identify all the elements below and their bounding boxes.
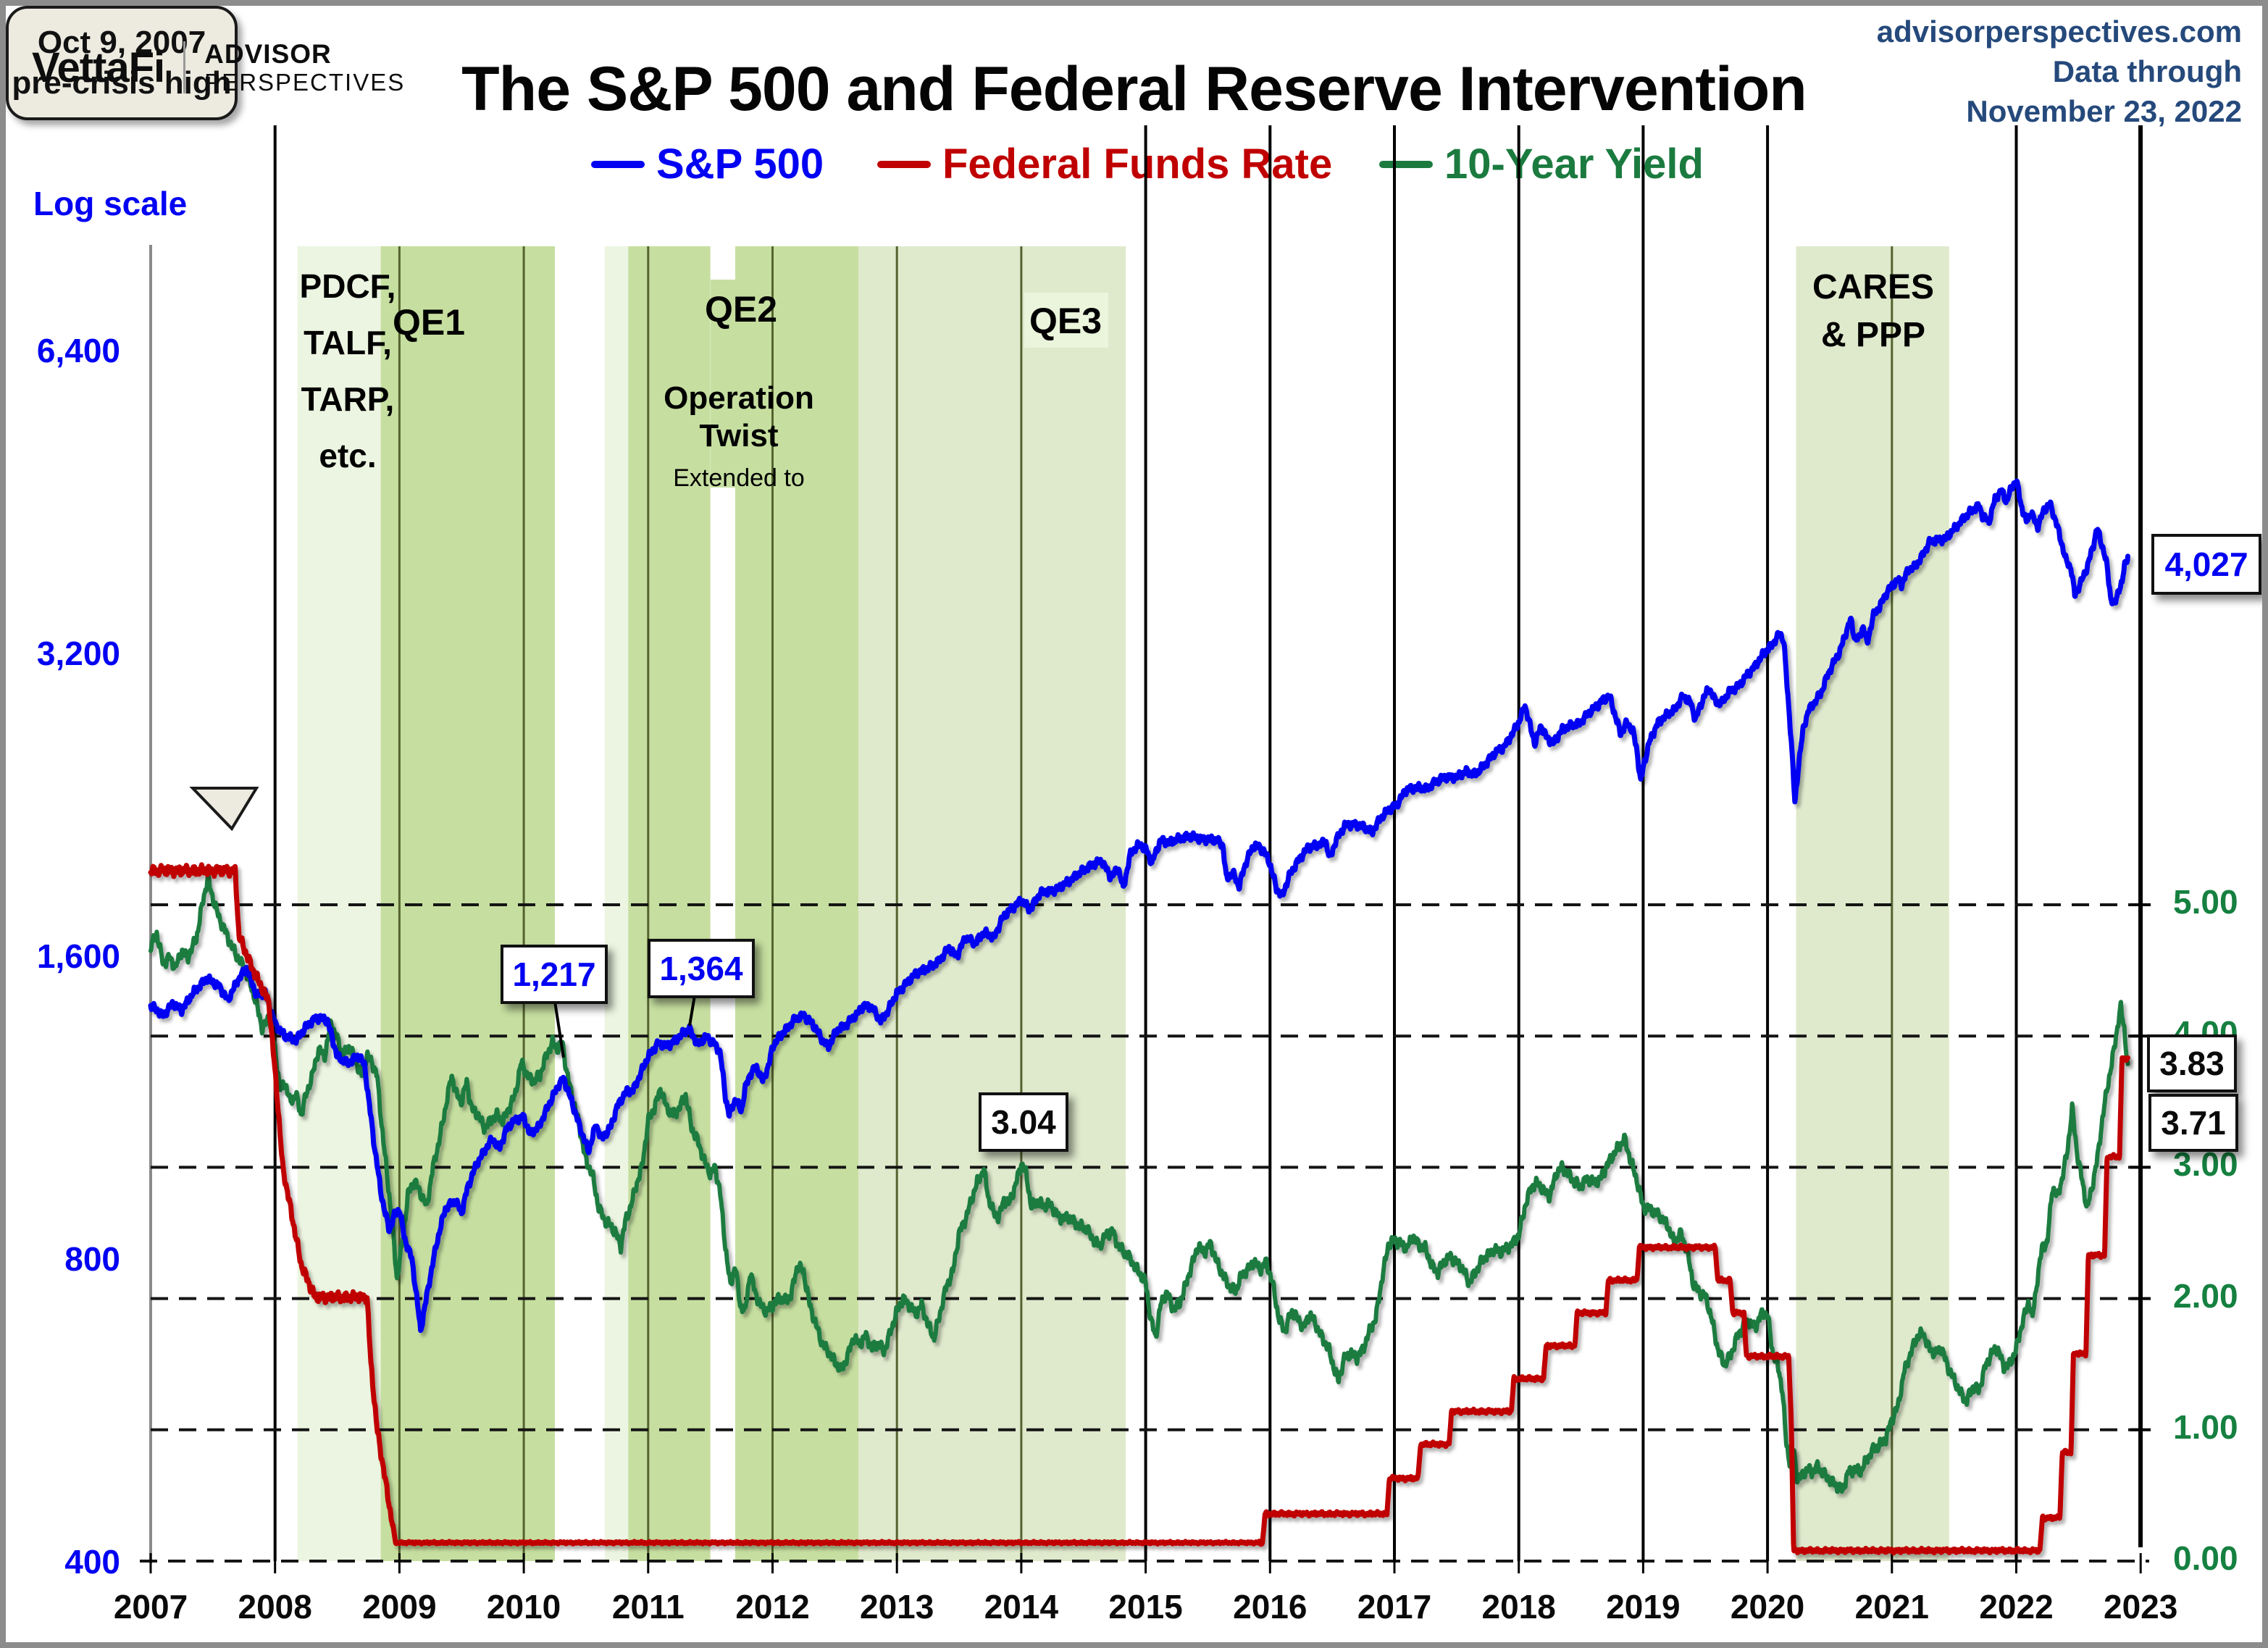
logo-advisor-text: ADVISOR <box>204 39 332 69</box>
sp500-2010-peak-label: 1,217 <box>501 945 608 1004</box>
x-axis-label: 2017 <box>1357 1588 1432 1626</box>
x-axis-label: 2010 <box>486 1588 561 1626</box>
x-axis-label: 2020 <box>1730 1588 1805 1626</box>
callout-date: Oct 9, 2007 <box>37 25 206 60</box>
x-axis-label: 2023 <box>2104 1588 2178 1626</box>
band-label-cares-ppp: CARES & PPP <box>1812 264 1934 359</box>
fed-funds-legend-label: Federal Funds Rate <box>942 141 1333 188</box>
x-axis-label: 2013 <box>860 1588 934 1626</box>
x-axis-label: 2011 <box>611 1588 685 1626</box>
tarp-line: TARP, <box>301 380 395 418</box>
y-axis-label-right: 2.00 <box>2173 1276 2238 1315</box>
x-axis-label: 2009 <box>362 1588 437 1626</box>
yield-latest-value-label: 3.71 <box>2148 1094 2238 1152</box>
qe3-label-patch <box>1024 293 1108 348</box>
band-label-pdcf-talf-tarp: PDCF, TALF, TARP, etc. <box>300 258 396 484</box>
fed-funds-line-swatch <box>877 161 931 168</box>
twist-line: Twist <box>699 418 779 453</box>
y-axis-label-right: 5.00 <box>2173 883 2238 921</box>
y-axis-label-left: 6,400 <box>36 332 120 369</box>
y-axis-label-left: 800 <box>64 1240 120 1278</box>
y-axis-label-left: 400 <box>64 1543 120 1581</box>
x-axis-label: 2015 <box>1108 1588 1183 1626</box>
y-axis-label-right: 3.00 <box>2173 1145 2238 1184</box>
legend-item-sp500: S&P 500 <box>591 141 824 188</box>
y-axis-label-left: 1,600 <box>36 937 120 975</box>
band-label-qe3: QE3 <box>1029 301 1102 341</box>
legend-item-fed-funds: Federal Funds Rate <box>877 141 1332 188</box>
fed-funds-latest-value-label: 3.83 <box>2147 1034 2237 1092</box>
etc-line: etc. <box>319 437 377 474</box>
vettafi-logo: VettaFi ADVISOR PERSPECTIVES <box>32 41 405 94</box>
y-axis-label-right: 1.00 <box>2173 1408 2238 1446</box>
band-label-qe1: QE1 <box>392 302 466 343</box>
band-label-operation-twist: Operation Twist Extended to <box>664 380 814 497</box>
ten-year-yield-line-swatch <box>1379 161 1433 168</box>
yield-2014-peak-label: 3.04 <box>979 1092 1068 1152</box>
x-axis-label: 2007 <box>113 1588 188 1626</box>
y-axis-label-right: 0.00 <box>2173 1539 2238 1577</box>
sp500-2011-peak-label: 1,364 <box>648 939 755 998</box>
advisor-perspectives-logo: ADVISOR PERSPECTIVES <box>204 41 405 94</box>
ppp-line: & PPP <box>1820 316 1926 354</box>
page-title: The S&P 500 and Federal Reserve Interven… <box>461 54 1807 124</box>
y-axis-label-left: 3,200 <box>36 635 120 672</box>
x-axis-label: 2012 <box>735 1588 810 1626</box>
x-axis-label: 2014 <box>984 1588 1059 1626</box>
data-through-date: November 23, 2022 <box>1966 94 2242 128</box>
x-axis-label: 2021 <box>1854 1588 1929 1626</box>
talf-line: TALF, <box>304 324 392 361</box>
ten-year-yield-legend-label: 10-Year Yield <box>1444 141 1704 188</box>
callout-caption: pre-crisis high <box>12 65 232 101</box>
extended-to-line: Extended to <box>673 464 805 492</box>
cares-line: CARES <box>1812 268 1935 306</box>
pre-crisis-high-callout: Oct 9, 2007 pre-crisis high <box>6 6 238 120</box>
source-attribution: advisorperspectives.com Data through Nov… <box>1877 12 2242 131</box>
pdcf-line: PDCF, <box>299 267 396 305</box>
sp500-line-swatch <box>591 161 645 168</box>
x-axis-label: 2019 <box>1606 1588 1681 1626</box>
x-axis-label: 2008 <box>238 1588 312 1626</box>
x-axis-label: 2018 <box>1481 1588 1556 1626</box>
sp500-latest-value-label: 4,027 <box>2151 534 2261 595</box>
log-scale-label: Log scale <box>33 185 188 222</box>
source-url: advisorperspectives.com <box>1876 14 2242 49</box>
legend-item-10yr-yield: 10-Year Yield <box>1379 141 1704 188</box>
logo-perspectives-text: PERSPECTIVES <box>204 69 406 96</box>
operation-line: Operation <box>664 380 814 416</box>
band-label-qe2: QE2 <box>704 289 778 330</box>
chart-canvas <box>140 125 2151 1573</box>
logo-divider <box>183 41 186 93</box>
data-through-label: Data through <box>2052 54 2242 88</box>
x-axis-label: 2022 <box>1979 1588 2054 1626</box>
vettafi-logo-text: VettaFi <box>32 43 165 91</box>
sp500-legend-label: S&P 500 <box>656 141 824 188</box>
x-axis-label: 2016 <box>1233 1588 1307 1626</box>
